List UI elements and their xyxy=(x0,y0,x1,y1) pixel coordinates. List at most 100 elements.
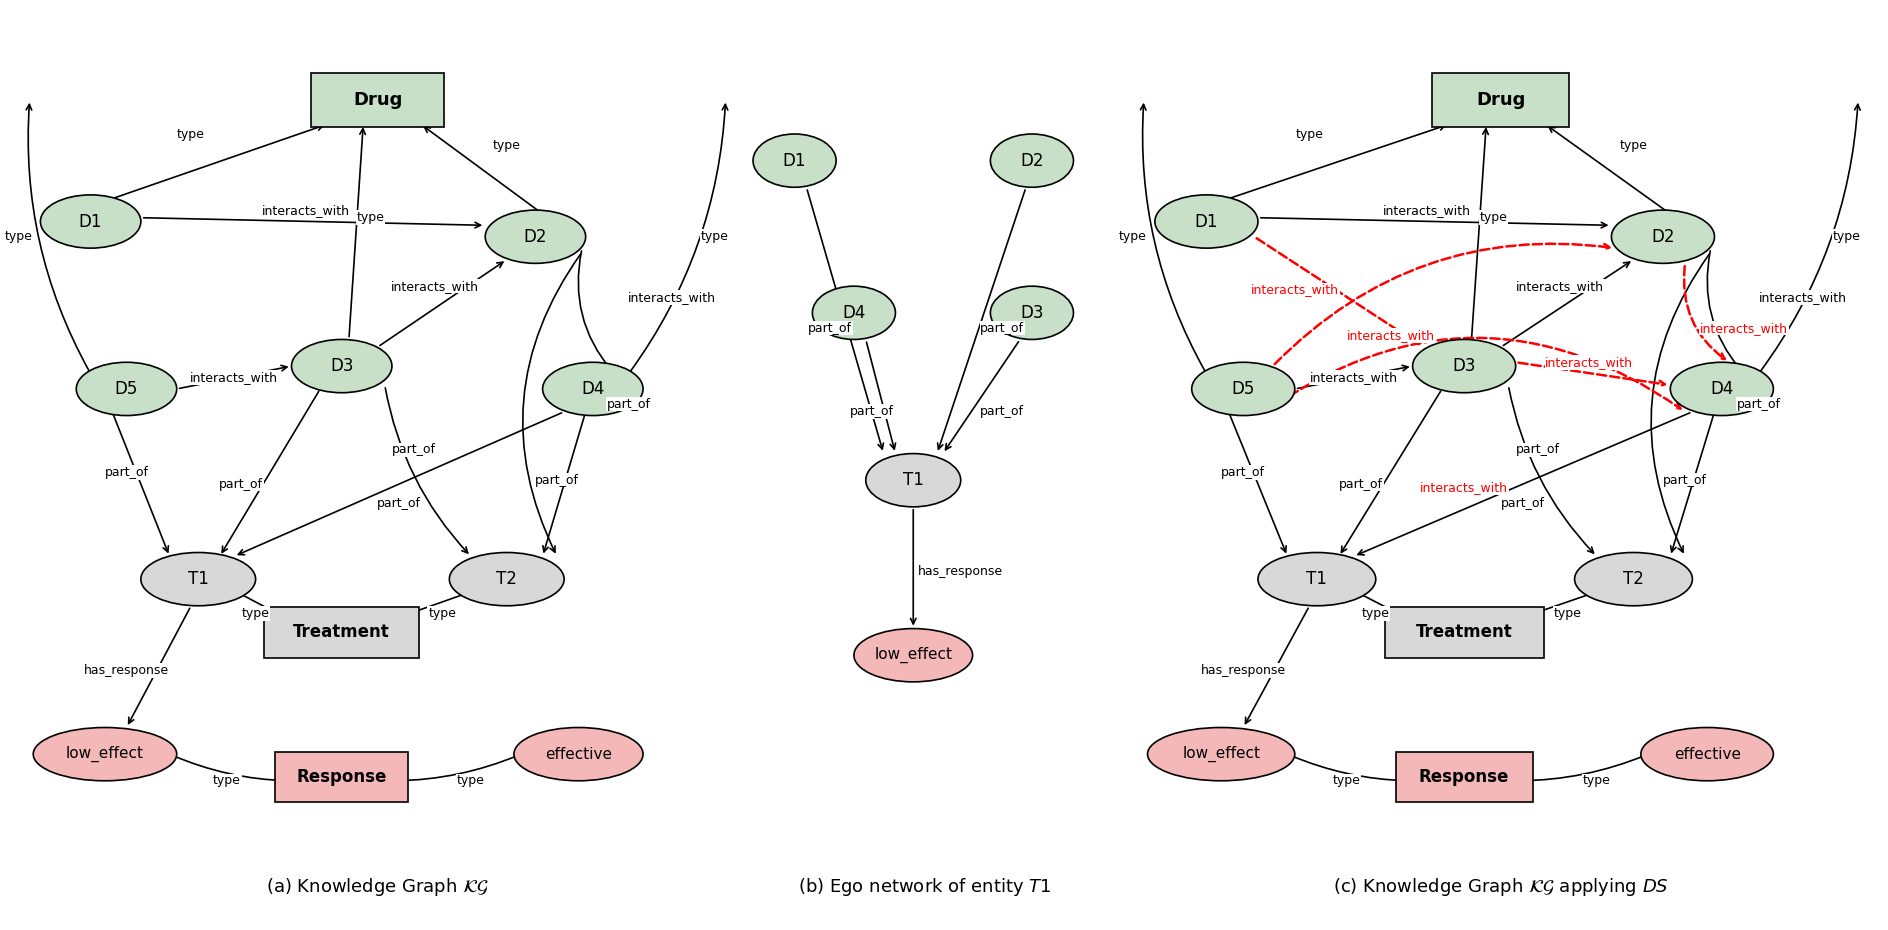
Text: (b) Ego network of entity $T1$: (b) Ego network of entity $T1$ xyxy=(799,876,1052,897)
Text: type: type xyxy=(1582,775,1610,788)
Ellipse shape xyxy=(1191,363,1295,416)
Text: T1: T1 xyxy=(1306,570,1327,588)
Text: Response: Response xyxy=(296,768,387,786)
FancyBboxPatch shape xyxy=(312,73,444,126)
Text: type: type xyxy=(493,139,521,152)
Text: type: type xyxy=(1554,607,1580,620)
Text: low_effect: low_effect xyxy=(874,647,952,663)
Ellipse shape xyxy=(753,134,836,187)
Text: Treatment: Treatment xyxy=(293,623,391,642)
Text: (c) Knowledge Graph $\mathcal{KG}$ applying $DS$: (c) Knowledge Graph $\mathcal{KG}$ apply… xyxy=(1333,876,1669,897)
Ellipse shape xyxy=(991,134,1074,187)
Text: interacts_with: interacts_with xyxy=(391,280,480,293)
Text: D5: D5 xyxy=(115,380,138,398)
Text: type: type xyxy=(242,607,270,620)
Text: part_of: part_of xyxy=(1737,398,1780,411)
FancyBboxPatch shape xyxy=(1433,73,1569,126)
FancyBboxPatch shape xyxy=(1395,751,1533,802)
Text: type: type xyxy=(357,211,385,224)
Text: part_of: part_of xyxy=(850,405,893,419)
Text: part_of: part_of xyxy=(980,405,1025,419)
Ellipse shape xyxy=(1671,363,1773,416)
Text: low_effect: low_effect xyxy=(66,746,143,763)
Text: type: type xyxy=(429,607,457,620)
Text: D4: D4 xyxy=(842,304,865,322)
Text: part_of: part_of xyxy=(378,497,421,510)
Ellipse shape xyxy=(449,552,565,605)
Text: part_of: part_of xyxy=(534,473,580,486)
Text: type: type xyxy=(177,127,206,140)
Ellipse shape xyxy=(867,454,961,507)
Text: (a) Knowledge Graph $\mathcal{KG}$: (a) Knowledge Graph $\mathcal{KG}$ xyxy=(266,876,489,897)
Text: type: type xyxy=(1120,231,1146,244)
FancyBboxPatch shape xyxy=(276,751,408,802)
Ellipse shape xyxy=(1412,339,1516,392)
Text: interacts_with: interacts_with xyxy=(1544,356,1633,369)
Ellipse shape xyxy=(1641,727,1773,781)
Text: type: type xyxy=(1361,607,1390,620)
Text: Treatment: Treatment xyxy=(1416,623,1512,642)
Text: part_of: part_of xyxy=(219,477,262,490)
Text: D2: D2 xyxy=(1652,228,1675,246)
Text: T2: T2 xyxy=(1624,570,1644,588)
Text: part_of: part_of xyxy=(391,444,436,457)
Text: Response: Response xyxy=(1420,768,1509,786)
Text: part_of: part_of xyxy=(1663,473,1707,486)
Ellipse shape xyxy=(1257,552,1376,605)
Text: has_response: has_response xyxy=(918,565,1003,578)
Text: part_of: part_of xyxy=(1501,497,1544,510)
Text: T1: T1 xyxy=(902,472,923,489)
Ellipse shape xyxy=(76,363,177,416)
Text: type: type xyxy=(6,231,32,244)
Text: effective: effective xyxy=(1673,747,1741,762)
Text: interacts_with: interacts_with xyxy=(1516,280,1605,293)
Text: D4: D4 xyxy=(1711,380,1733,398)
Text: has_response: has_response xyxy=(83,664,170,677)
Text: D1: D1 xyxy=(784,152,806,169)
Ellipse shape xyxy=(40,195,142,248)
Ellipse shape xyxy=(142,552,255,605)
Text: type: type xyxy=(700,231,729,244)
Text: T2: T2 xyxy=(497,570,517,588)
Text: type: type xyxy=(1333,775,1359,788)
Ellipse shape xyxy=(291,339,393,392)
Ellipse shape xyxy=(485,210,585,263)
Text: part_of: part_of xyxy=(104,466,149,479)
Text: part_of: part_of xyxy=(1222,466,1265,479)
Text: low_effect: low_effect xyxy=(1182,746,1259,763)
Text: part_of: part_of xyxy=(1339,477,1384,490)
Ellipse shape xyxy=(34,727,177,781)
Text: interacts_with: interacts_with xyxy=(1310,371,1397,384)
Text: interacts_with: interacts_with xyxy=(627,291,716,304)
Text: type: type xyxy=(1833,231,1862,244)
Text: interacts_with: interacts_with xyxy=(1760,291,1846,304)
Ellipse shape xyxy=(1575,552,1692,605)
Text: D2: D2 xyxy=(523,228,548,246)
Text: part_of: part_of xyxy=(980,322,1025,335)
Text: D3: D3 xyxy=(1452,357,1476,375)
Text: part_of: part_of xyxy=(1516,444,1559,457)
Text: type: type xyxy=(1480,211,1507,224)
Text: D1: D1 xyxy=(79,213,102,231)
Text: type: type xyxy=(457,775,485,788)
Ellipse shape xyxy=(991,286,1074,339)
Text: type: type xyxy=(213,775,242,788)
Ellipse shape xyxy=(812,286,895,339)
Text: type: type xyxy=(1295,127,1323,140)
Text: D4: D4 xyxy=(582,380,604,398)
Text: D1: D1 xyxy=(1195,213,1218,231)
Ellipse shape xyxy=(542,363,644,416)
Ellipse shape xyxy=(514,727,644,781)
FancyBboxPatch shape xyxy=(1384,607,1544,658)
Text: part_of: part_of xyxy=(808,322,851,335)
Text: Drug: Drug xyxy=(1476,91,1526,109)
Text: has_response: has_response xyxy=(1201,664,1286,677)
Text: interacts_with: interacts_with xyxy=(191,371,278,384)
Ellipse shape xyxy=(853,629,972,682)
Ellipse shape xyxy=(1155,195,1257,248)
Text: part_of: part_of xyxy=(606,398,651,411)
Text: interacts_with: interacts_with xyxy=(1346,329,1435,342)
Text: interacts_with: interacts_with xyxy=(262,204,349,217)
Text: Drug: Drug xyxy=(353,91,402,109)
Text: interacts_with: interacts_with xyxy=(1420,482,1509,495)
